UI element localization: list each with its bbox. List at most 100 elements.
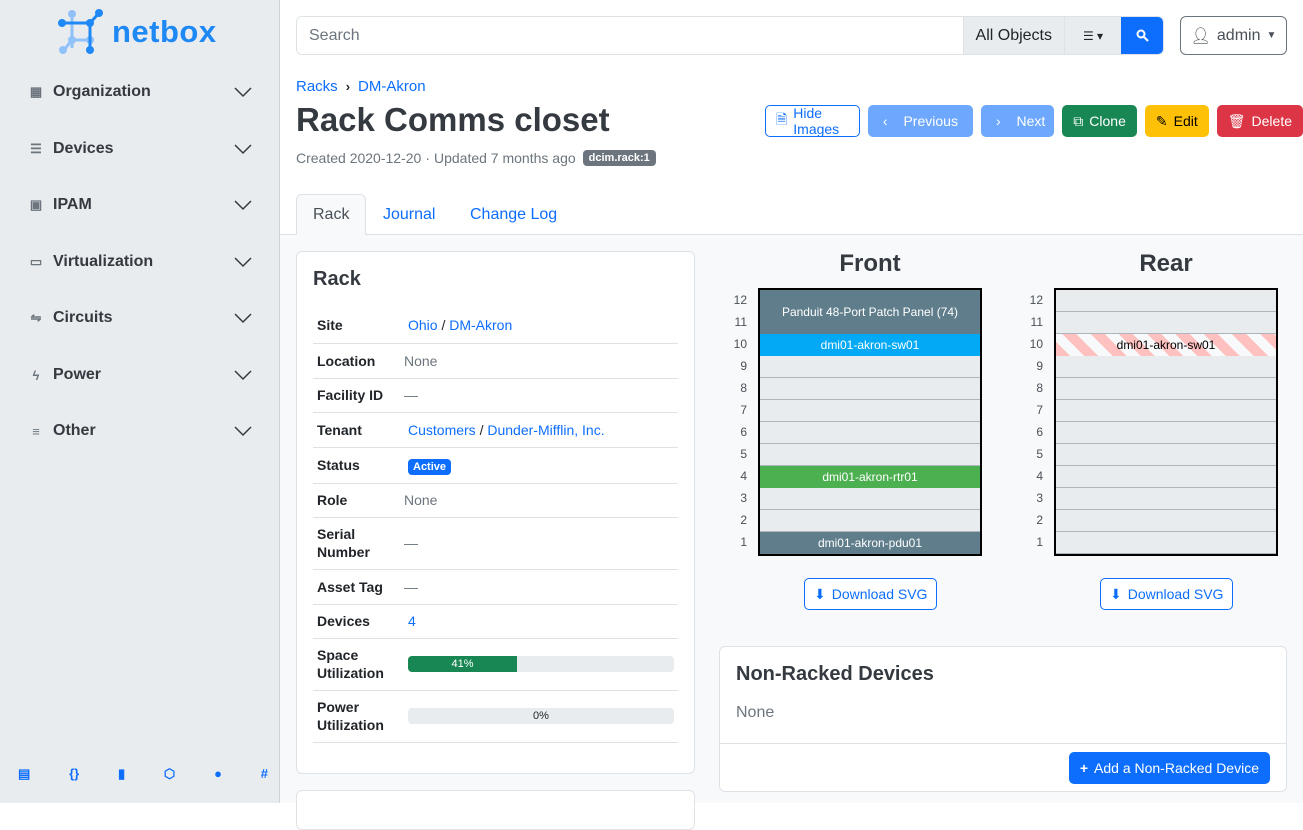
label: Tenant [313, 412, 404, 448]
file-download-icon: ⬇︎ [814, 585, 826, 602]
search-input[interactable] [297, 17, 963, 54]
sidebar-item-organization[interactable]: ▦ Organization [28, 77, 252, 107]
sidebar-item-other[interactable]: ≡ Other [28, 416, 252, 446]
row-space-utilization: Space Utilization 41% [313, 638, 678, 691]
sidebar-item-power[interactable]: ϟ Power [28, 360, 252, 390]
rack-unit-1[interactable] [1056, 532, 1276, 554]
delete-button[interactable]: 🗑︎ Delete [1216, 105, 1303, 137]
unit-number: 2 [740, 513, 747, 527]
rack-device[interactable]: dmi01-akron-sw01 [1056, 334, 1276, 356]
rack-unit-6[interactable] [760, 422, 980, 444]
brand-name: netbox [112, 14, 217, 49]
row-site: Site Ohio / DM-Akron [313, 308, 678, 344]
rack-unit-5[interactable] [1056, 444, 1276, 466]
front-title: Front [839, 250, 901, 277]
next-card [296, 790, 695, 830]
rack-unit-8[interactable] [1056, 378, 1276, 400]
add-non-racked-device-button[interactable]: + Add a Non-Racked Device [1068, 752, 1270, 784]
graphql-icon[interactable]: ⬡ [163, 766, 176, 781]
rack-unit-7[interactable] [760, 400, 980, 422]
rack-unit-2[interactable] [1056, 510, 1276, 532]
rack-unit-9[interactable] [1056, 356, 1276, 378]
user-menu-button[interactable]: 👤︎ admin ▼ [1180, 16, 1287, 55]
clone-button[interactable]: ⧉ Clone [1062, 105, 1137, 137]
rack-unit-7[interactable] [1056, 400, 1276, 422]
filter-dropdown-button[interactable]: ☰ ▾ [1064, 17, 1121, 54]
rack-unit-3[interactable] [1056, 488, 1276, 510]
button-label: Edit [1173, 113, 1198, 129]
rack-unit-9[interactable] [760, 356, 980, 378]
search-scope-select[interactable]: All Objects [962, 17, 1064, 54]
rack-device[interactable]: dmi01-akron-pdu01 [760, 532, 980, 554]
tenant-link[interactable]: Dunder-Mifflin, Inc. [487, 421, 605, 438]
download-front-svg-button[interactable]: ⬇︎ Download SVG [804, 578, 938, 610]
bookmark-icon[interactable]: ▮ [117, 766, 126, 781]
unit-number: 4 [1036, 469, 1043, 483]
edit-button[interactable]: ✎ Edit [1144, 105, 1209, 137]
rack-unit-2[interactable] [760, 510, 980, 532]
copy-icon: ⧉ [1073, 112, 1084, 129]
sidebar-item-circuits[interactable]: ⇋ Circuits [28, 303, 252, 333]
next-button[interactable]: › Next [980, 105, 1055, 137]
rack-device[interactable]: Panduit 48-Port Patch Panel (74) [760, 290, 980, 334]
non-racked-devices-card: Non-Racked Devices None + Add a Non-Racke… [719, 646, 1287, 792]
tab-journal[interactable]: Journal [383, 205, 436, 223]
label: Site [313, 308, 404, 344]
devices-link[interactable]: 4 [408, 613, 416, 629]
progress-fill: 41% [408, 656, 518, 672]
unit-number: 7 [740, 403, 747, 417]
label: Serial Number [313, 517, 404, 570]
caret-down-icon: ▼ [1266, 30, 1277, 41]
tab-bar: Rack Journal Change Log [280, 194, 1303, 236]
rack-device[interactable]: dmi01-akron-sw01 [760, 334, 980, 356]
unit-number: 2 [1036, 513, 1043, 527]
book-icon[interactable]: ▤ [18, 766, 31, 781]
netbox-logo[interactable]: netbox [56, 8, 217, 56]
api-icon[interactable]: {} [69, 766, 80, 781]
tab-change-log[interactable]: Change Log [470, 205, 558, 223]
sidebar: netbox ▦ Organization ☰ Devices ▣ IPAM ▭ Vir… [0, 0, 280, 803]
tenant-group-link[interactable]: Customers [408, 421, 476, 438]
rack-unit-5[interactable] [760, 444, 980, 466]
rack-unit-3[interactable] [760, 488, 980, 510]
sidebar-item-label: Organization [53, 83, 151, 100]
unit-number: 9 [1036, 359, 1043, 373]
chevron-right-icon: › [995, 113, 1001, 129]
chevron-left-icon: ‹ [882, 113, 888, 129]
button-label: Download SVG [831, 586, 928, 602]
label: Power Utilization [313, 690, 404, 743]
rack-unit-4[interactable] [1056, 466, 1276, 488]
site-link[interactable]: DM-Akron [449, 317, 513, 334]
unit-number: 9 [740, 359, 747, 373]
rack-unit-12[interactable] [1056, 290, 1276, 312]
button-label: Download SVG [1127, 586, 1224, 602]
rack-device[interactable]: dmi01-akron-rtr01 [760, 466, 980, 488]
tab-rack[interactable]: Rack [296, 194, 367, 236]
chevron-down-icon [234, 200, 252, 211]
hide-images-button[interactable]: 🗎︎ Hide Images [765, 105, 860, 137]
button-label: Add a Non-Racked Device [1094, 760, 1259, 776]
netbox-logo-icon [58, 9, 103, 54]
file-image-icon: 🗎︎ [776, 111, 788, 127]
sidebar-item-ipam[interactable]: ▣ IPAM [28, 190, 252, 220]
sidebar-item-devices[interactable]: ☰ Devices [28, 134, 252, 164]
search-button[interactable] [1121, 17, 1163, 54]
breadcrumb-site[interactable]: DM-Akron [358, 78, 426, 95]
chevron-down-icon [234, 257, 252, 268]
rack-unit-6[interactable] [1056, 422, 1276, 444]
unit-number: 10 [733, 337, 747, 351]
value: — [404, 378, 678, 413]
sidebar-item-virtualization[interactable]: ▭ Virtualization [28, 247, 252, 277]
rack-unit-11[interactable] [1056, 312, 1276, 334]
region-link[interactable]: Ohio [408, 317, 438, 334]
pencil-icon: ✎ [1155, 112, 1168, 129]
github-icon[interactable]: ● [214, 766, 222, 781]
unit-number: 6 [1036, 425, 1043, 439]
slack-icon[interactable]: # [260, 766, 268, 781]
search-bar: All Objects ☰ ▾ [296, 16, 1164, 55]
row-facility: Facility ID — [313, 378, 678, 413]
breadcrumb-racks[interactable]: Racks [296, 78, 338, 95]
previous-button[interactable]: ‹ Previous [867, 105, 973, 137]
rack-unit-8[interactable] [760, 378, 980, 400]
download-rear-svg-button[interactable]: ⬇︎ Download SVG [1100, 578, 1234, 610]
